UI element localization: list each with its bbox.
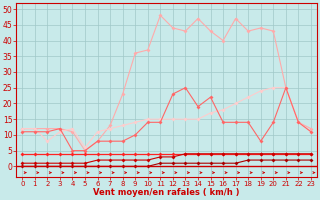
X-axis label: Vent moyen/en rafales ( km/h ): Vent moyen/en rafales ( km/h ): [93, 188, 240, 197]
